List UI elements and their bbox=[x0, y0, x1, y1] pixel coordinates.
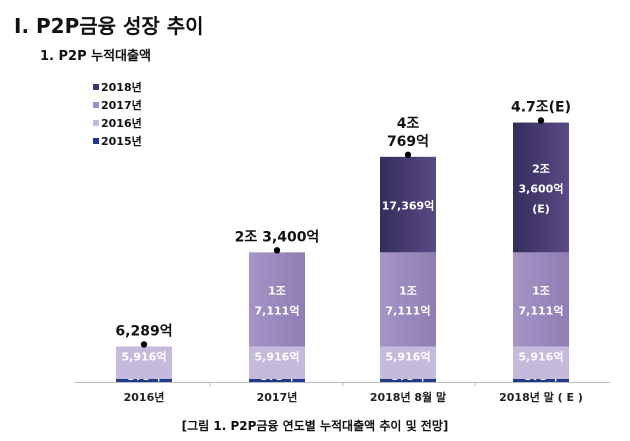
bar-segment-2017년 bbox=[380, 252, 436, 347]
x-tick-label: 2017년 bbox=[257, 390, 298, 404]
total-label: 4조 bbox=[397, 116, 420, 132]
total-label: 6,289억 bbox=[115, 323, 172, 339]
data-label: 17,369억 bbox=[382, 200, 435, 213]
data-label: 3,600억 bbox=[519, 182, 564, 195]
section-heading: Ⅰ. P2P금융 성장 추이 bbox=[14, 14, 204, 38]
bar-segment-2016년 bbox=[116, 346, 172, 379]
total-marker bbox=[273, 247, 281, 254]
total-marker bbox=[140, 341, 148, 348]
x-tick-label: 2016년 bbox=[124, 390, 165, 404]
data-label: 7,111억 bbox=[519, 304, 564, 317]
data-label: 5,916억 bbox=[122, 350, 167, 363]
data-label: 5,916억 bbox=[255, 350, 300, 363]
legend-label: 2016년 bbox=[101, 116, 142, 130]
data-label: 7,111억 bbox=[386, 304, 431, 317]
x-tick-label: 2018년 말 ( E ) bbox=[499, 390, 583, 404]
bar-segment-2018년 bbox=[380, 156, 436, 253]
bar-segment-2015년 bbox=[116, 379, 172, 382]
bar-segment-2016년 bbox=[249, 346, 305, 379]
bar-segment-2017년 bbox=[513, 252, 569, 347]
total-marker bbox=[537, 117, 545, 124]
bar-segment-2017년 bbox=[249, 252, 305, 347]
subsection-heading: 1. P2P 누적대출액 bbox=[40, 49, 151, 64]
total-label: 4.7조(E) bbox=[511, 100, 571, 116]
total-label: 2조 3,400억 bbox=[235, 229, 320, 245]
legend-swatch bbox=[93, 84, 99, 90]
bar-segment-2015년 bbox=[249, 379, 305, 382]
legend-label: 2015년 bbox=[101, 134, 142, 148]
bar-segment-2015년 bbox=[380, 379, 436, 382]
legend-swatch bbox=[93, 120, 99, 126]
data-label: 1조 bbox=[268, 284, 286, 297]
data-label: (E) bbox=[532, 202, 550, 215]
data-label: 5,916억 bbox=[386, 350, 431, 363]
figure-caption: [그림 1. P2P금융 연도별 누적대출액 추이 및 전망] bbox=[181, 419, 449, 433]
bar-segment-2018년 bbox=[513, 122, 569, 253]
data-label: 1조 bbox=[399, 284, 417, 297]
total-marker bbox=[404, 151, 412, 158]
data-label: 5,916억 bbox=[519, 350, 564, 363]
data-label: 2조 bbox=[532, 162, 550, 175]
x-tick-label: 2018년 8월 말 bbox=[370, 390, 446, 404]
bar-segment-2016년 bbox=[380, 346, 436, 379]
data-label: 1조 bbox=[532, 284, 550, 297]
legend-label: 2018년 bbox=[101, 80, 142, 94]
total-label: 769억 bbox=[387, 134, 429, 150]
data-label: 7,111억 bbox=[255, 304, 300, 317]
legend-swatch bbox=[93, 102, 99, 108]
bar-segment-2015년 bbox=[513, 379, 569, 382]
legend-label: 2017년 bbox=[101, 98, 142, 112]
legend-swatch bbox=[93, 138, 99, 144]
bar-segment-2016년 bbox=[513, 346, 569, 379]
